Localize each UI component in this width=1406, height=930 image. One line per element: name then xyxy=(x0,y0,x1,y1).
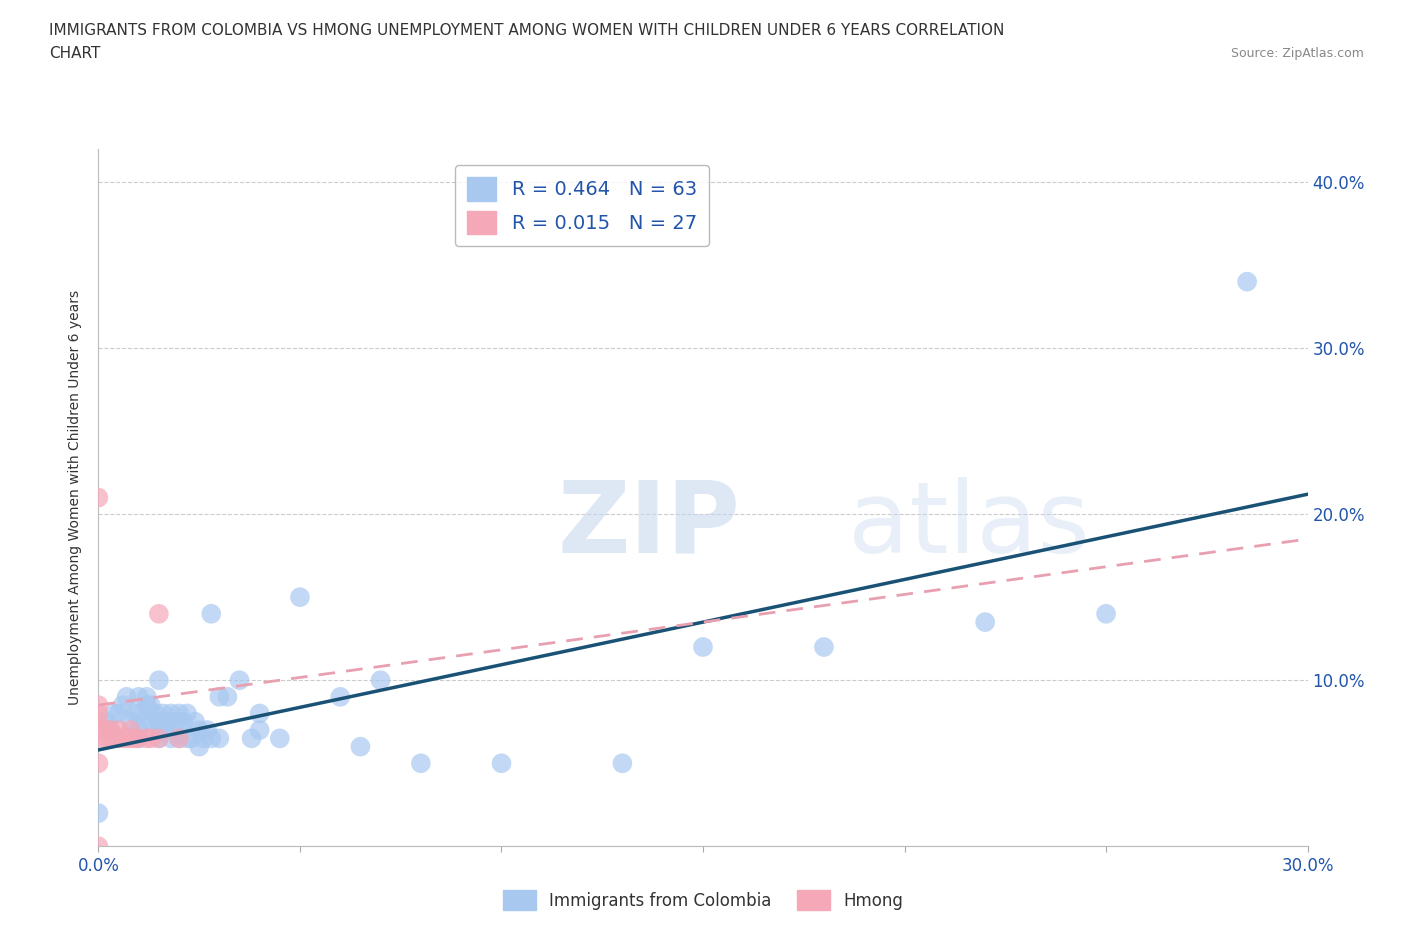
Point xyxy=(107,731,129,746)
Point xyxy=(1236,274,1258,289)
Point xyxy=(288,590,311,604)
Point xyxy=(188,739,211,754)
Point xyxy=(148,723,170,737)
Text: CHART: CHART xyxy=(49,46,101,61)
Point xyxy=(124,706,146,721)
Point xyxy=(195,723,218,737)
Point xyxy=(96,731,118,746)
Point xyxy=(128,731,150,746)
Point xyxy=(692,640,714,655)
Point xyxy=(139,714,162,729)
Legend: Immigrants from Colombia, Hmong: Immigrants from Colombia, Hmong xyxy=(496,884,910,917)
Point xyxy=(87,756,110,771)
Text: Source: ZipAtlas.com: Source: ZipAtlas.com xyxy=(1230,46,1364,60)
Point xyxy=(148,714,170,729)
Point xyxy=(156,714,179,729)
Point xyxy=(193,731,215,746)
Point xyxy=(103,706,125,721)
Point xyxy=(1095,606,1118,621)
Point xyxy=(167,731,190,746)
Point xyxy=(176,706,198,721)
Point xyxy=(128,723,150,737)
Point xyxy=(135,698,157,712)
Point xyxy=(813,640,835,655)
Point xyxy=(107,706,129,721)
Point xyxy=(87,490,110,505)
Point xyxy=(120,714,142,729)
Point xyxy=(124,731,146,746)
Point xyxy=(128,706,150,721)
Point xyxy=(148,731,170,746)
Point xyxy=(115,731,138,746)
Point xyxy=(269,731,291,746)
Point xyxy=(167,723,190,737)
Point xyxy=(167,731,190,746)
Point xyxy=(228,672,250,687)
Point xyxy=(184,714,207,729)
Point xyxy=(172,714,194,729)
Point xyxy=(152,723,174,737)
Point xyxy=(111,731,134,746)
Point xyxy=(91,731,114,746)
Point xyxy=(249,706,271,721)
Point xyxy=(329,689,352,704)
Point xyxy=(208,731,231,746)
Point xyxy=(217,689,239,704)
Point xyxy=(143,706,166,721)
Point xyxy=(128,689,150,704)
Point xyxy=(160,706,183,721)
Point xyxy=(200,606,222,621)
Point xyxy=(148,672,170,687)
Point xyxy=(96,714,118,729)
Point xyxy=(103,731,125,746)
Text: atlas: atlas xyxy=(848,477,1090,574)
Point xyxy=(249,723,271,737)
Point xyxy=(111,698,134,712)
Point xyxy=(148,731,170,746)
Point xyxy=(974,615,997,630)
Point xyxy=(87,723,110,737)
Point xyxy=(176,731,198,746)
Point xyxy=(160,731,183,746)
Point xyxy=(167,706,190,721)
Point xyxy=(349,739,371,754)
Point xyxy=(120,723,142,737)
Point xyxy=(139,731,162,746)
Point xyxy=(87,839,110,854)
Point xyxy=(87,714,110,729)
Point xyxy=(163,714,186,729)
Point xyxy=(208,689,231,704)
Point xyxy=(200,731,222,746)
Point xyxy=(100,731,122,746)
Point xyxy=(139,698,162,712)
Point xyxy=(152,706,174,721)
Point xyxy=(240,731,263,746)
Legend: R = 0.464   N = 63, R = 0.015   N = 27: R = 0.464 N = 63, R = 0.015 N = 27 xyxy=(456,166,709,246)
Point xyxy=(409,756,432,771)
Point xyxy=(96,723,118,737)
Point xyxy=(180,731,202,746)
Text: ZIP: ZIP xyxy=(558,477,741,574)
Point xyxy=(87,706,110,721)
Point xyxy=(188,723,211,737)
Point xyxy=(148,606,170,621)
Point xyxy=(87,805,110,820)
Point xyxy=(107,723,129,737)
Point xyxy=(128,731,150,746)
Point xyxy=(91,723,114,737)
Point xyxy=(115,689,138,704)
Point xyxy=(120,731,142,746)
Point xyxy=(100,723,122,737)
Point xyxy=(87,698,110,712)
Y-axis label: Unemployment Among Women with Children Under 6 years: Unemployment Among Women with Children U… xyxy=(69,290,83,705)
Text: IMMIGRANTS FROM COLOMBIA VS HMONG UNEMPLOYMENT AMONG WOMEN WITH CHILDREN UNDER 6: IMMIGRANTS FROM COLOMBIA VS HMONG UNEMPL… xyxy=(49,23,1004,38)
Point xyxy=(135,731,157,746)
Point xyxy=(370,672,392,687)
Point xyxy=(135,689,157,704)
Point xyxy=(132,714,155,729)
Point xyxy=(612,756,634,771)
Point xyxy=(491,756,513,771)
Point xyxy=(100,723,122,737)
